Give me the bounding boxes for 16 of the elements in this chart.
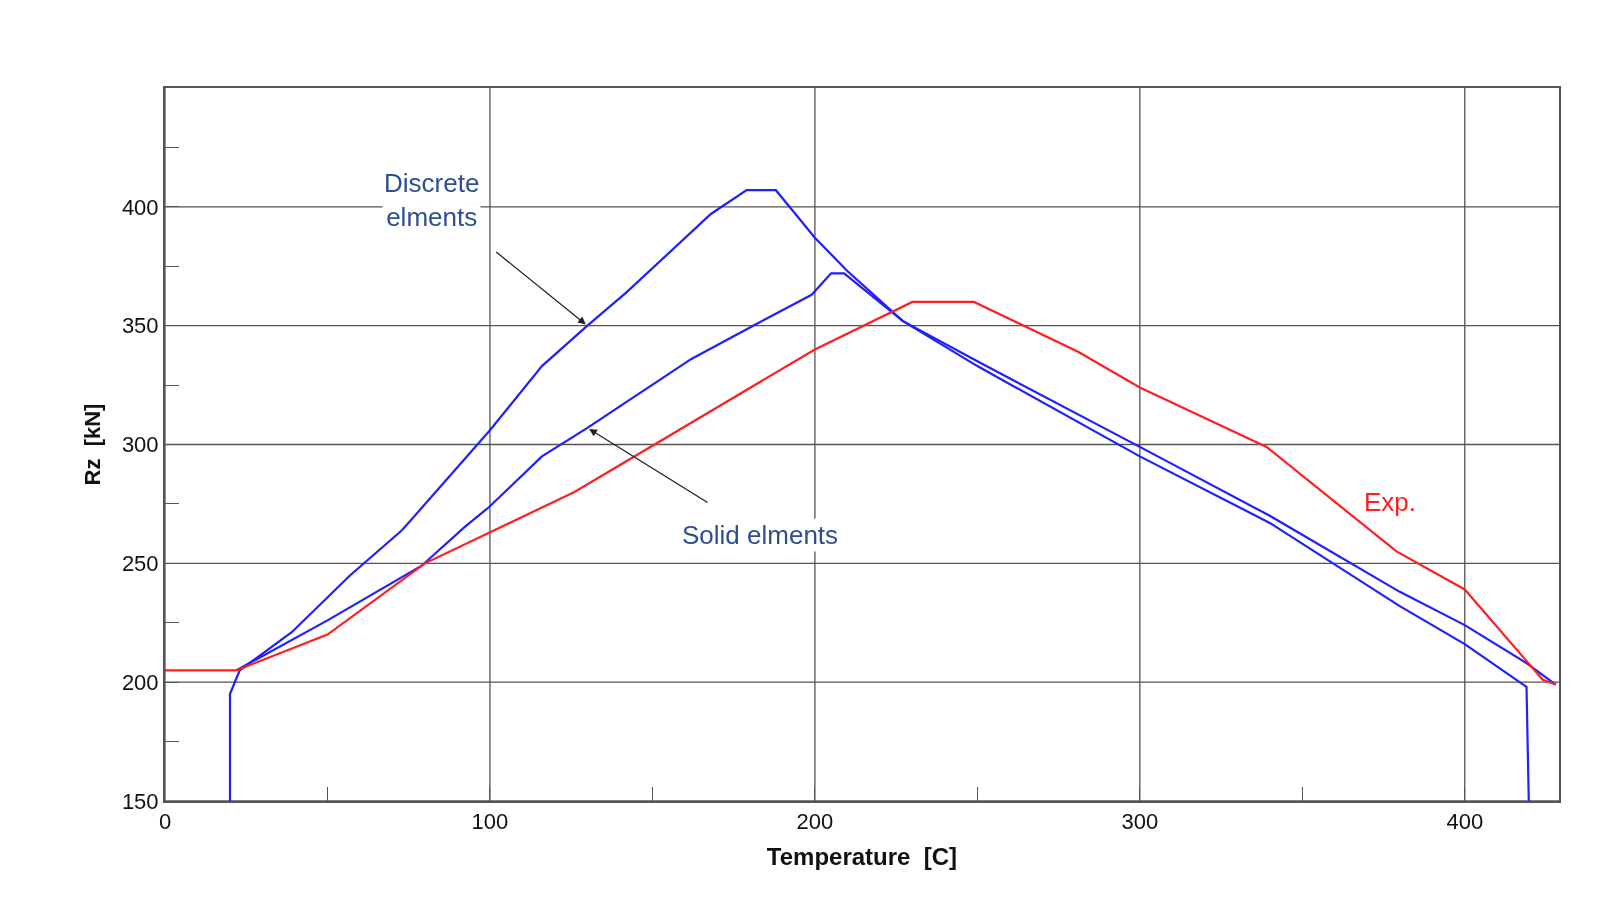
annotation: Solid elments xyxy=(682,520,839,550)
y-tick-label: 350 xyxy=(121,313,159,339)
x-tick-label: 400 xyxy=(1446,809,1484,835)
y-axis-title: Rz [kN] xyxy=(80,403,106,486)
y-tick-label: 400 xyxy=(121,194,159,220)
x-tick-label: 0 xyxy=(158,809,172,835)
series-label: Exp. xyxy=(1364,487,1417,517)
annotation: Discrete elments xyxy=(384,168,480,232)
y-tick-label: 150 xyxy=(121,788,159,814)
y-tick-label: 200 xyxy=(121,669,159,695)
x-tick-label: 200 xyxy=(796,809,834,835)
x-tick-label: 100 xyxy=(471,809,509,835)
y-tick-label: 250 xyxy=(121,551,159,577)
y-tick-label: 300 xyxy=(121,432,159,458)
x-axis-title: Temperature [C] xyxy=(766,843,958,871)
x-tick-label: 300 xyxy=(1121,809,1159,835)
